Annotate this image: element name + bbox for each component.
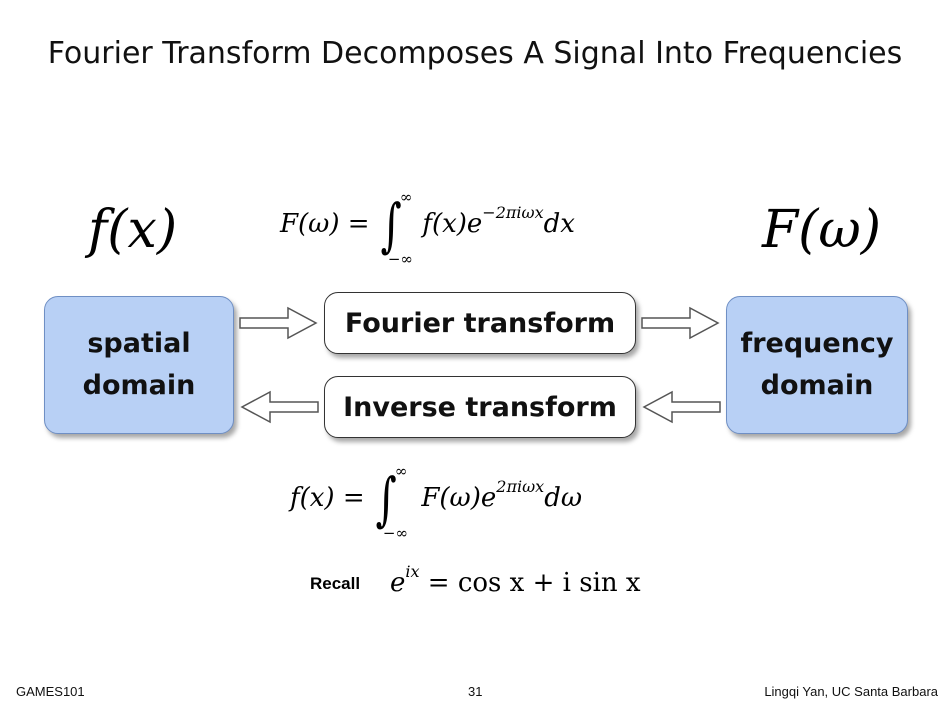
inverse-eq-lower-limit: −∞ (382, 524, 408, 542)
fourier-transform-label: Fourier transform (344, 307, 616, 339)
footer-author: Lingqi Yan, UC Santa Barbara (764, 684, 938, 699)
left-arrow-icon (642, 390, 721, 424)
inverse-transform-label: Inverse transform (343, 391, 617, 423)
spatial-function-symbol: f(x) (88, 200, 178, 260)
slide-title: Fourier Transform Decomposes A Signal In… (47, 36, 903, 71)
frequency-domain-box: frequency domain (726, 296, 908, 434)
frequency-function-symbol: F(ω) (762, 200, 882, 260)
right-arrow-icon (641, 306, 720, 340)
forward-eq-integrand: f(x)e (422, 209, 483, 239)
euler-rhs: = cos x + i sin x (427, 568, 641, 598)
euler-base: e (390, 568, 406, 598)
inverse-eq-differential: dω (544, 483, 583, 513)
euler-exponent: ix (405, 562, 420, 581)
spatial-domain-line1: spatial (87, 328, 191, 359)
forward-eq-upper-limit: ∞ (399, 188, 413, 206)
forward-eq-differential: dx (543, 209, 575, 239)
spatial-domain-box: spatial domain (44, 296, 234, 434)
recall-label: Recall (310, 574, 361, 593)
frequency-domain-line2: domain (760, 370, 874, 401)
fourier-transform-box: Fourier transform (324, 292, 636, 354)
spatial-domain-line2: domain (82, 370, 196, 401)
inverse-eq-lhs: f(x) = (290, 483, 365, 513)
inverse-eq-exponent: 2πiωx (496, 477, 545, 496)
integral-sign: ∫ (375, 465, 397, 533)
inverse-eq-upper-limit: ∞ (394, 462, 408, 480)
forward-eq-exponent: −2πiωx (482, 203, 544, 222)
euler-formula: eix = cos x + i sin x (390, 562, 641, 598)
forward-transform-equation: F(ω) = ∫ ∞ −∞ f(x)e−2πiωxdx (280, 188, 575, 276)
integral-sign: ∫ (380, 191, 402, 259)
inverse-transform-equation: f(x) = ∫ ∞ −∞ F(ω)e2πiωxdω (290, 462, 583, 550)
forward-eq-lhs: F(ω) = (280, 209, 370, 239)
inverse-eq-integrand: F(ω)e (421, 483, 497, 513)
right-arrow-icon (239, 306, 318, 340)
footer-course: GAMES101 (16, 684, 85, 699)
frequency-domain-line1: frequency (740, 328, 894, 359)
forward-eq-lower-limit: −∞ (387, 250, 413, 268)
inverse-transform-box: Inverse transform (324, 376, 636, 438)
page-number: 31 (468, 684, 483, 699)
left-arrow-icon (240, 390, 319, 424)
